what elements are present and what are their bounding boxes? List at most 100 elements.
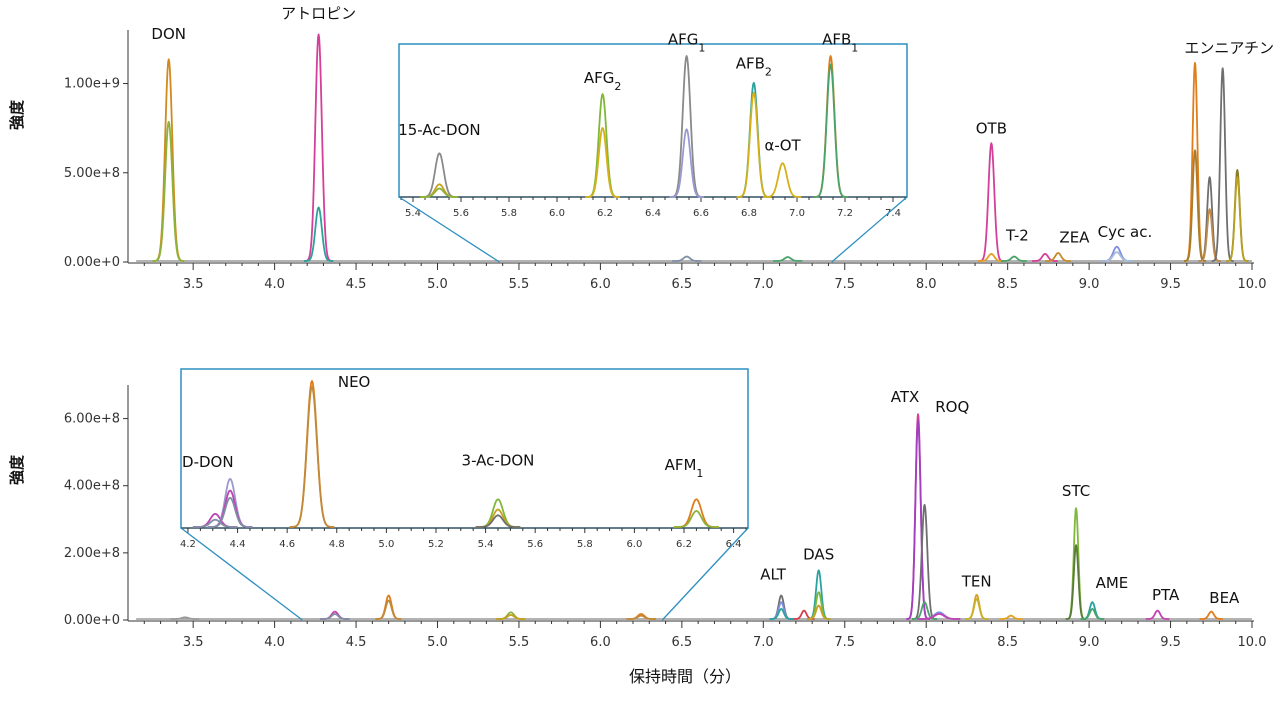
- bottom-peak-trace: [1065, 544, 1087, 620]
- top-inset-x-tick-label: 6.6: [693, 208, 709, 219]
- bottom-x-tick-label: 7.0: [753, 635, 774, 650]
- bottom-x-tick-label: 6.5: [672, 635, 693, 650]
- top-zoom-line-left: [398, 196, 500, 263]
- bottom-inset-x-tick-label: 4.8: [329, 539, 345, 550]
- bottom-peak-label: ALT: [760, 566, 787, 584]
- bottom-peak-trace: [495, 614, 526, 620]
- top-peak-trace: [303, 206, 334, 262]
- top-x-tick-label: 10.0: [1238, 277, 1267, 292]
- bottom-x-tick-label: 4.5: [346, 635, 367, 650]
- bottom-peak-label: STC: [1062, 482, 1090, 500]
- top-peak-label: Cyc ac.: [1098, 223, 1153, 241]
- bottom-x-tick-label: 6.0: [590, 635, 611, 650]
- top-x-tick-label: 7.0: [753, 277, 774, 292]
- bottom-peak-label-text: ATX: [891, 388, 920, 406]
- bottom-peak-label: TEN: [961, 572, 992, 590]
- top-peak-label: OTB: [976, 120, 1007, 138]
- bottom-peak-trace: [319, 613, 350, 620]
- top-peak-label: DON: [151, 25, 186, 43]
- top-inset-peak-label-text: α-OT: [764, 136, 801, 154]
- bottom-peak-label-text: AME: [1096, 574, 1129, 592]
- top-x-tick-label: 6.5: [672, 277, 693, 292]
- top-x-tick-label: 9.0: [1079, 277, 1100, 292]
- bottom-peak-label-text: TEN: [961, 572, 992, 590]
- top-x-tick-label: 5.0: [427, 277, 448, 292]
- bottom-inset-peak-trace: [207, 496, 253, 528]
- top-y-tick-label: 5.00e+8: [64, 166, 120, 181]
- top-inset-peak-label: AFG1: [668, 31, 706, 55]
- top-x-tick-label: 5.5: [509, 277, 530, 292]
- top-inset: 5.4 5.6 5.8 6.0 6.2 6.4 6.6 6.8 7.0 7.2 7.4 15-Ac-D…: [398, 31, 908, 219]
- top-inset-x-tick-label: 5.4: [405, 208, 421, 219]
- top-inset-peak-label-text: AFG: [668, 31, 699, 49]
- top-inset-x-tick-label: 6.0: [549, 208, 565, 219]
- bottom-peak-trace: [911, 601, 938, 620]
- bottom-y-tick-label: 4.00e+8: [64, 479, 120, 494]
- bottom-inset-x-tick-label: 6.4: [726, 539, 742, 550]
- top-peak-label-text: アトロピン: [281, 4, 356, 22]
- top-zoom-line-right: [831, 196, 908, 263]
- bottom-y-tick-label: 2.00e+8: [64, 546, 120, 561]
- bottom-peak-trace: [375, 594, 402, 620]
- bottom-peak-trace: [319, 610, 350, 620]
- top-inset-peak-trace: [762, 162, 802, 198]
- bottom-peak-trace: [964, 597, 989, 620]
- bottom-peak-trace: [917, 613, 961, 620]
- top-peak-trace: [1100, 245, 1134, 262]
- bottom-x-tick-label: 8.0: [916, 635, 937, 650]
- top-peak-trace: [1211, 67, 1235, 262]
- top-y-tick-label: 1.00e+9: [64, 77, 120, 92]
- bottom-y-axis-label: 強度: [8, 454, 26, 485]
- top-inset-peak-trace: [736, 91, 772, 198]
- bottom-inset-x-tick-label: 5.8: [577, 539, 593, 550]
- top-x-tick-label: 9.5: [1160, 277, 1181, 292]
- bottom-y-tick-label: 6.00e+8: [64, 412, 120, 427]
- bottom-peak-label: PTA: [1152, 586, 1180, 604]
- bottom-peak-trace: [1199, 610, 1224, 620]
- top-peak-trace: [152, 58, 185, 262]
- bottom-peak-label-text: DAS: [803, 546, 834, 564]
- top-inset-x-tick-label: 7.4: [885, 208, 901, 219]
- bottom-inset-x-tick-label: 4.2: [180, 539, 196, 550]
- top-x-tick-label: 7.5: [834, 277, 855, 292]
- top-x-tick-label: 3.5: [183, 277, 204, 292]
- top-peak-trace: [1031, 252, 1059, 262]
- bottom-x-tick-label: 7.5: [834, 635, 855, 650]
- bottom-peak-trace: [769, 601, 794, 620]
- top-inset-peak-label-subscript: 1: [698, 41, 705, 54]
- bottom-inset-peak-label-subscript: 1: [696, 467, 703, 480]
- top-x-tick-label: 8.0: [916, 277, 937, 292]
- bottom-peak-trace: [998, 614, 1024, 620]
- top-inset-peak-label: α-OT: [764, 136, 801, 154]
- top-inset-x-tick-label: 7.0: [789, 208, 805, 219]
- bottom-inset-peak-trace: [674, 510, 719, 528]
- top-inset-x-tick-label: 6.4: [645, 208, 661, 219]
- top-inset-x-tick-label: 5.6: [453, 208, 469, 219]
- bottom-peak-label: BEA: [1209, 589, 1240, 607]
- bottom-x-tick-label: 4.0: [264, 635, 285, 650]
- bottom-peak-trace: [806, 569, 831, 620]
- top-x-tick-label: 6.0: [590, 277, 611, 292]
- bottom-inset-peak-label-text: NEO: [338, 373, 371, 391]
- top-peak-trace: [772, 256, 803, 262]
- bottom-inset-peak-label-text: 3-Ac-DON: [462, 452, 535, 470]
- bottom-peak-label: DAS: [803, 546, 834, 564]
- top-inset-peak-label-text: AFB: [736, 55, 765, 73]
- top-peak-label: エンニアチン: [1184, 39, 1274, 57]
- x-axis-title: 保持時間（分）: [629, 667, 741, 686]
- bottom-x-tick-label: 9.5: [1160, 635, 1181, 650]
- top-peak-trace: [1225, 169, 1249, 262]
- top-chart: 強度 0.00e+0 5.00e+8 1.00e+9 3.5 4.0 4.5 5.0 5.5 6.…: [8, 4, 1274, 292]
- bottom-inset-peak-label-text: D-DON: [182, 453, 234, 471]
- bottom-inset: 4.2 4.4 4.6 4.8 5.0 5.2 5.4 5.6 5.8 6.0 6.2 6.4 D-DO…: [180, 368, 749, 550]
- top-peak-trace: [1183, 62, 1207, 262]
- top-inset-peak-label: AFB1: [822, 31, 858, 55]
- bottom-inset-peak-trace: [475, 514, 521, 528]
- top-peak-trace: [152, 120, 185, 262]
- bottom-peak-trace: [170, 616, 200, 620]
- bottom-peak-trace: [1080, 608, 1105, 620]
- bottom-inset-peak-label: NEO: [338, 373, 371, 391]
- top-inset-x-tick-label: 6.8: [741, 208, 757, 219]
- top-peak-trace: [1100, 251, 1134, 262]
